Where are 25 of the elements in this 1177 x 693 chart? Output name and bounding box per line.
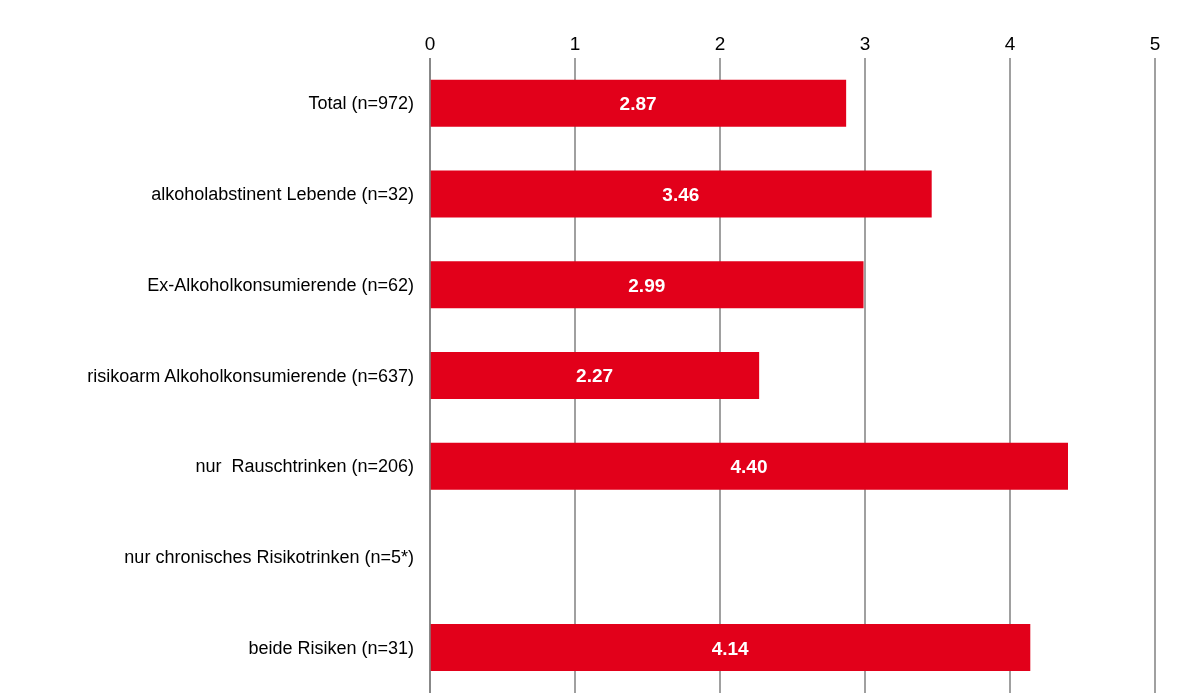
bar	[430, 79, 847, 127]
data-label: 2.27	[576, 365, 614, 387]
y-tick-label: nur Rauschtrinken (n=206)	[195, 456, 414, 477]
bar	[430, 351, 760, 399]
y-tick-label: alkoholabstinent Lebende (n=32)	[151, 184, 414, 205]
bar	[430, 442, 1068, 490]
bar	[430, 261, 864, 309]
x-tick-label: 3	[859, 33, 871, 54]
data-label: 2.99	[628, 274, 666, 296]
x-tick-label: 4	[1004, 33, 1016, 54]
y-tick-label: beide Risiken (n=31)	[248, 637, 414, 658]
y-tick-label: risikoarm Alkoholkonsumierende (n=637)	[87, 365, 414, 386]
data-label: 3.46	[662, 183, 700, 205]
data-label: 4.40	[730, 456, 768, 478]
x-tick-label: 0	[424, 33, 436, 54]
x-tick-label: 2	[714, 33, 726, 54]
x-tick-label: 1	[569, 33, 581, 54]
y-tick-label: nur chronisches Risikotrinken (n=5*)	[124, 546, 414, 567]
data-label: 2.87	[619, 93, 657, 115]
bar	[430, 624, 1031, 672]
data-label: 4.14	[711, 637, 750, 659]
y-tick-label: Total (n=972)	[308, 93, 414, 114]
y-tick-label: Ex-Alkoholkonsumierende (n=62)	[147, 274, 414, 295]
bar	[430, 170, 932, 218]
x-tick-label: 5	[1149, 33, 1161, 54]
